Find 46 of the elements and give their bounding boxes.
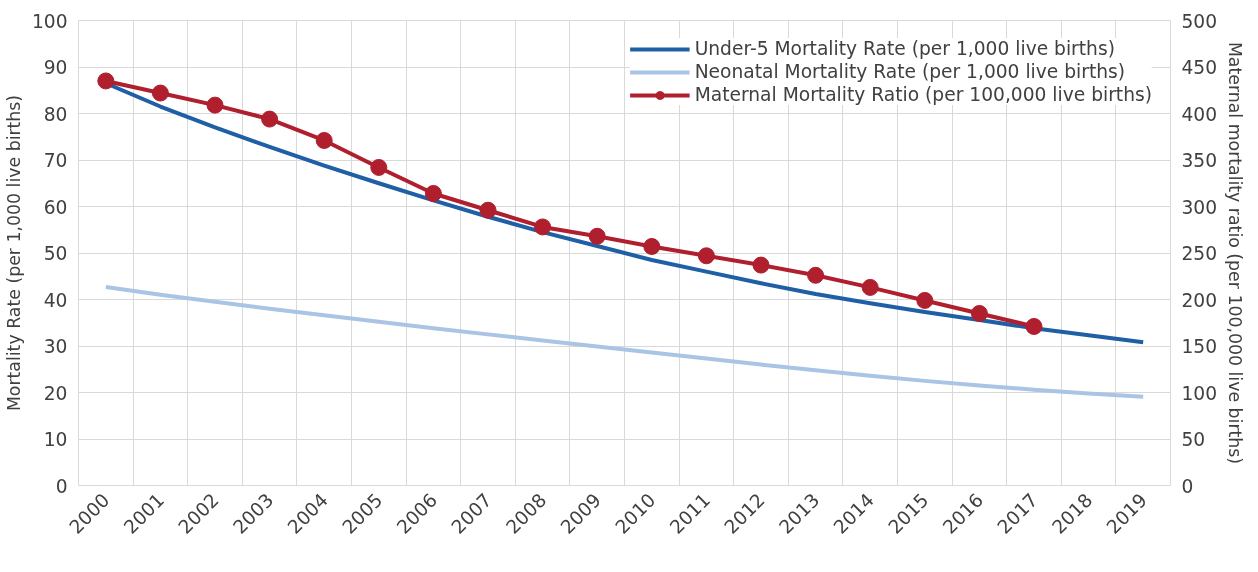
y-tick-label: 80 [43,103,68,125]
y-tick-label: 100 [31,10,68,32]
y2-tick-label: 400 [1181,103,1218,125]
y2-tick-label: 500 [1181,10,1218,32]
point [807,266,825,284]
y-tick-label: 50 [43,243,68,264]
point [151,84,169,102]
y2-axis-title: Maternal mortality ratio (per 100,000 live births) [1225,41,1246,465]
point [424,185,442,202]
point [370,158,388,176]
point [752,256,770,274]
y2-tick-label: 300 [1181,196,1218,218]
point [970,304,988,322]
y2-tick-label: 150 [1181,336,1218,357]
point [206,96,224,114]
legend-label: Under-5 Mortality Rate (per 1,000 live births) [694,38,1115,59]
line-series [103,284,1146,399]
y2-tick-label: 450 [1181,57,1218,78]
y-tick-label: 70 [43,150,68,171]
y2-tick-label: 50 [1181,429,1206,450]
point [643,238,661,255]
y-tick-label: 90 [43,57,68,78]
point [697,247,715,265]
point [916,291,934,309]
point [479,201,497,219]
y2-tick-label: 250 [1181,243,1218,264]
y2-tick-label: 200 [1181,289,1218,311]
point [1025,317,1043,335]
point [261,110,279,128]
y-tick-label: 40 [43,289,68,311]
point [534,218,552,236]
y-tick-label: 60 [43,196,68,218]
point [315,131,333,149]
legend-label: Maternal Mortality Ratio (per 100,000 live births) [694,84,1152,105]
point [861,278,879,296]
y-tick-label: 0 [55,475,68,497]
y2-tick-label: 350 [1181,150,1218,171]
legend-label: Neonatal Mortality Rate (per 1,000 live births) [694,61,1126,82]
y2-tick-label: 0 [1181,475,1194,497]
y2-tick-label: 100 [1181,382,1218,404]
y-axis-title: Mortality Rate (per 1,000 live births) [3,94,24,412]
y-tick-label: 20 [43,382,68,404]
y-tick-label: 30 [43,336,68,357]
point [588,227,606,245]
point [97,72,115,90]
y-tick-label: 10 [43,429,68,450]
